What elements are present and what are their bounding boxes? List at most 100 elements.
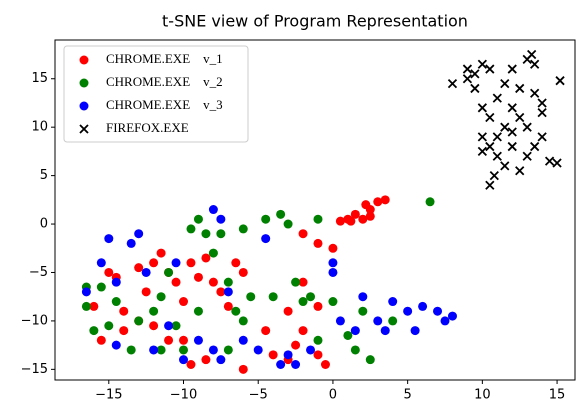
legend-label: FIREFOX.EXE bbox=[106, 120, 189, 135]
point bbox=[492, 151, 502, 161]
point bbox=[328, 267, 338, 277]
point bbox=[507, 64, 517, 74]
point bbox=[89, 326, 99, 336]
point bbox=[149, 258, 159, 268]
y-tick-label: 5 bbox=[40, 168, 48, 183]
point bbox=[527, 49, 537, 60]
point bbox=[346, 216, 356, 226]
point bbox=[298, 297, 308, 307]
point bbox=[380, 195, 390, 205]
point bbox=[515, 112, 525, 123]
point bbox=[365, 355, 375, 365]
point bbox=[134, 229, 144, 239]
point bbox=[373, 316, 383, 326]
point bbox=[276, 209, 286, 219]
point bbox=[433, 306, 443, 316]
point bbox=[231, 258, 241, 268]
point bbox=[104, 321, 114, 331]
x-tick-label: 5 bbox=[404, 388, 412, 403]
point bbox=[223, 287, 233, 297]
y-tick-label: 10 bbox=[31, 120, 48, 135]
point bbox=[489, 170, 499, 181]
point bbox=[462, 74, 473, 84]
legend-label: CHROME.EXE v_2 bbox=[106, 74, 223, 89]
point bbox=[335, 316, 345, 326]
legend-marker bbox=[79, 55, 89, 65]
point bbox=[537, 98, 547, 108]
point bbox=[530, 141, 540, 152]
y-tick-label: −15 bbox=[21, 362, 48, 377]
point bbox=[208, 277, 218, 287]
point bbox=[530, 88, 540, 98]
point bbox=[96, 282, 106, 292]
point bbox=[179, 345, 189, 355]
legend-marker bbox=[79, 78, 89, 88]
point bbox=[149, 321, 159, 331]
point bbox=[193, 272, 203, 282]
point bbox=[507, 103, 517, 113]
point bbox=[470, 83, 480, 94]
point bbox=[343, 330, 353, 340]
point bbox=[119, 306, 129, 316]
point bbox=[425, 197, 435, 207]
plot-area bbox=[54, 39, 576, 381]
point bbox=[268, 292, 278, 302]
legend bbox=[63, 45, 249, 143]
point bbox=[223, 277, 233, 287]
point bbox=[231, 306, 241, 316]
point bbox=[555, 76, 565, 86]
point bbox=[365, 211, 375, 221]
point bbox=[291, 360, 301, 370]
point bbox=[515, 166, 525, 176]
point bbox=[171, 321, 181, 331]
point bbox=[328, 243, 338, 253]
point bbox=[462, 64, 473, 74]
point bbox=[186, 224, 196, 234]
point bbox=[193, 335, 203, 345]
point bbox=[485, 180, 495, 190]
point bbox=[500, 161, 510, 171]
point bbox=[261, 326, 271, 336]
point bbox=[223, 301, 233, 311]
point bbox=[485, 64, 495, 74]
point bbox=[440, 316, 450, 326]
point bbox=[179, 297, 189, 307]
point bbox=[418, 301, 428, 311]
legend-label: CHROME.EXE v_1 bbox=[106, 51, 223, 66]
y-tick-label: −10 bbox=[21, 313, 48, 328]
point bbox=[96, 258, 106, 268]
point bbox=[171, 258, 181, 268]
point bbox=[477, 103, 487, 113]
point bbox=[477, 132, 487, 142]
x-tick-label: −5 bbox=[249, 388, 268, 403]
point bbox=[552, 158, 562, 168]
point bbox=[208, 345, 218, 355]
point bbox=[492, 132, 502, 142]
point bbox=[253, 345, 263, 355]
point bbox=[447, 78, 458, 89]
point bbox=[201, 355, 211, 365]
point bbox=[246, 292, 256, 302]
legend-marker bbox=[79, 101, 89, 111]
point bbox=[179, 335, 189, 345]
point bbox=[470, 69, 480, 79]
point bbox=[313, 350, 323, 360]
point bbox=[492, 93, 502, 103]
x-tick-label: −15 bbox=[95, 388, 122, 403]
point bbox=[141, 287, 151, 297]
point bbox=[111, 297, 121, 307]
point bbox=[208, 248, 218, 258]
point bbox=[537, 132, 547, 142]
point bbox=[306, 292, 316, 302]
point bbox=[111, 340, 121, 350]
point bbox=[350, 209, 360, 219]
chart-title: t-SNE view of Program Representation bbox=[162, 12, 468, 31]
point bbox=[201, 229, 211, 239]
point bbox=[306, 345, 316, 355]
point bbox=[313, 238, 323, 248]
point bbox=[134, 316, 144, 326]
point bbox=[141, 267, 151, 277]
point bbox=[507, 141, 517, 152]
point bbox=[283, 350, 293, 360]
